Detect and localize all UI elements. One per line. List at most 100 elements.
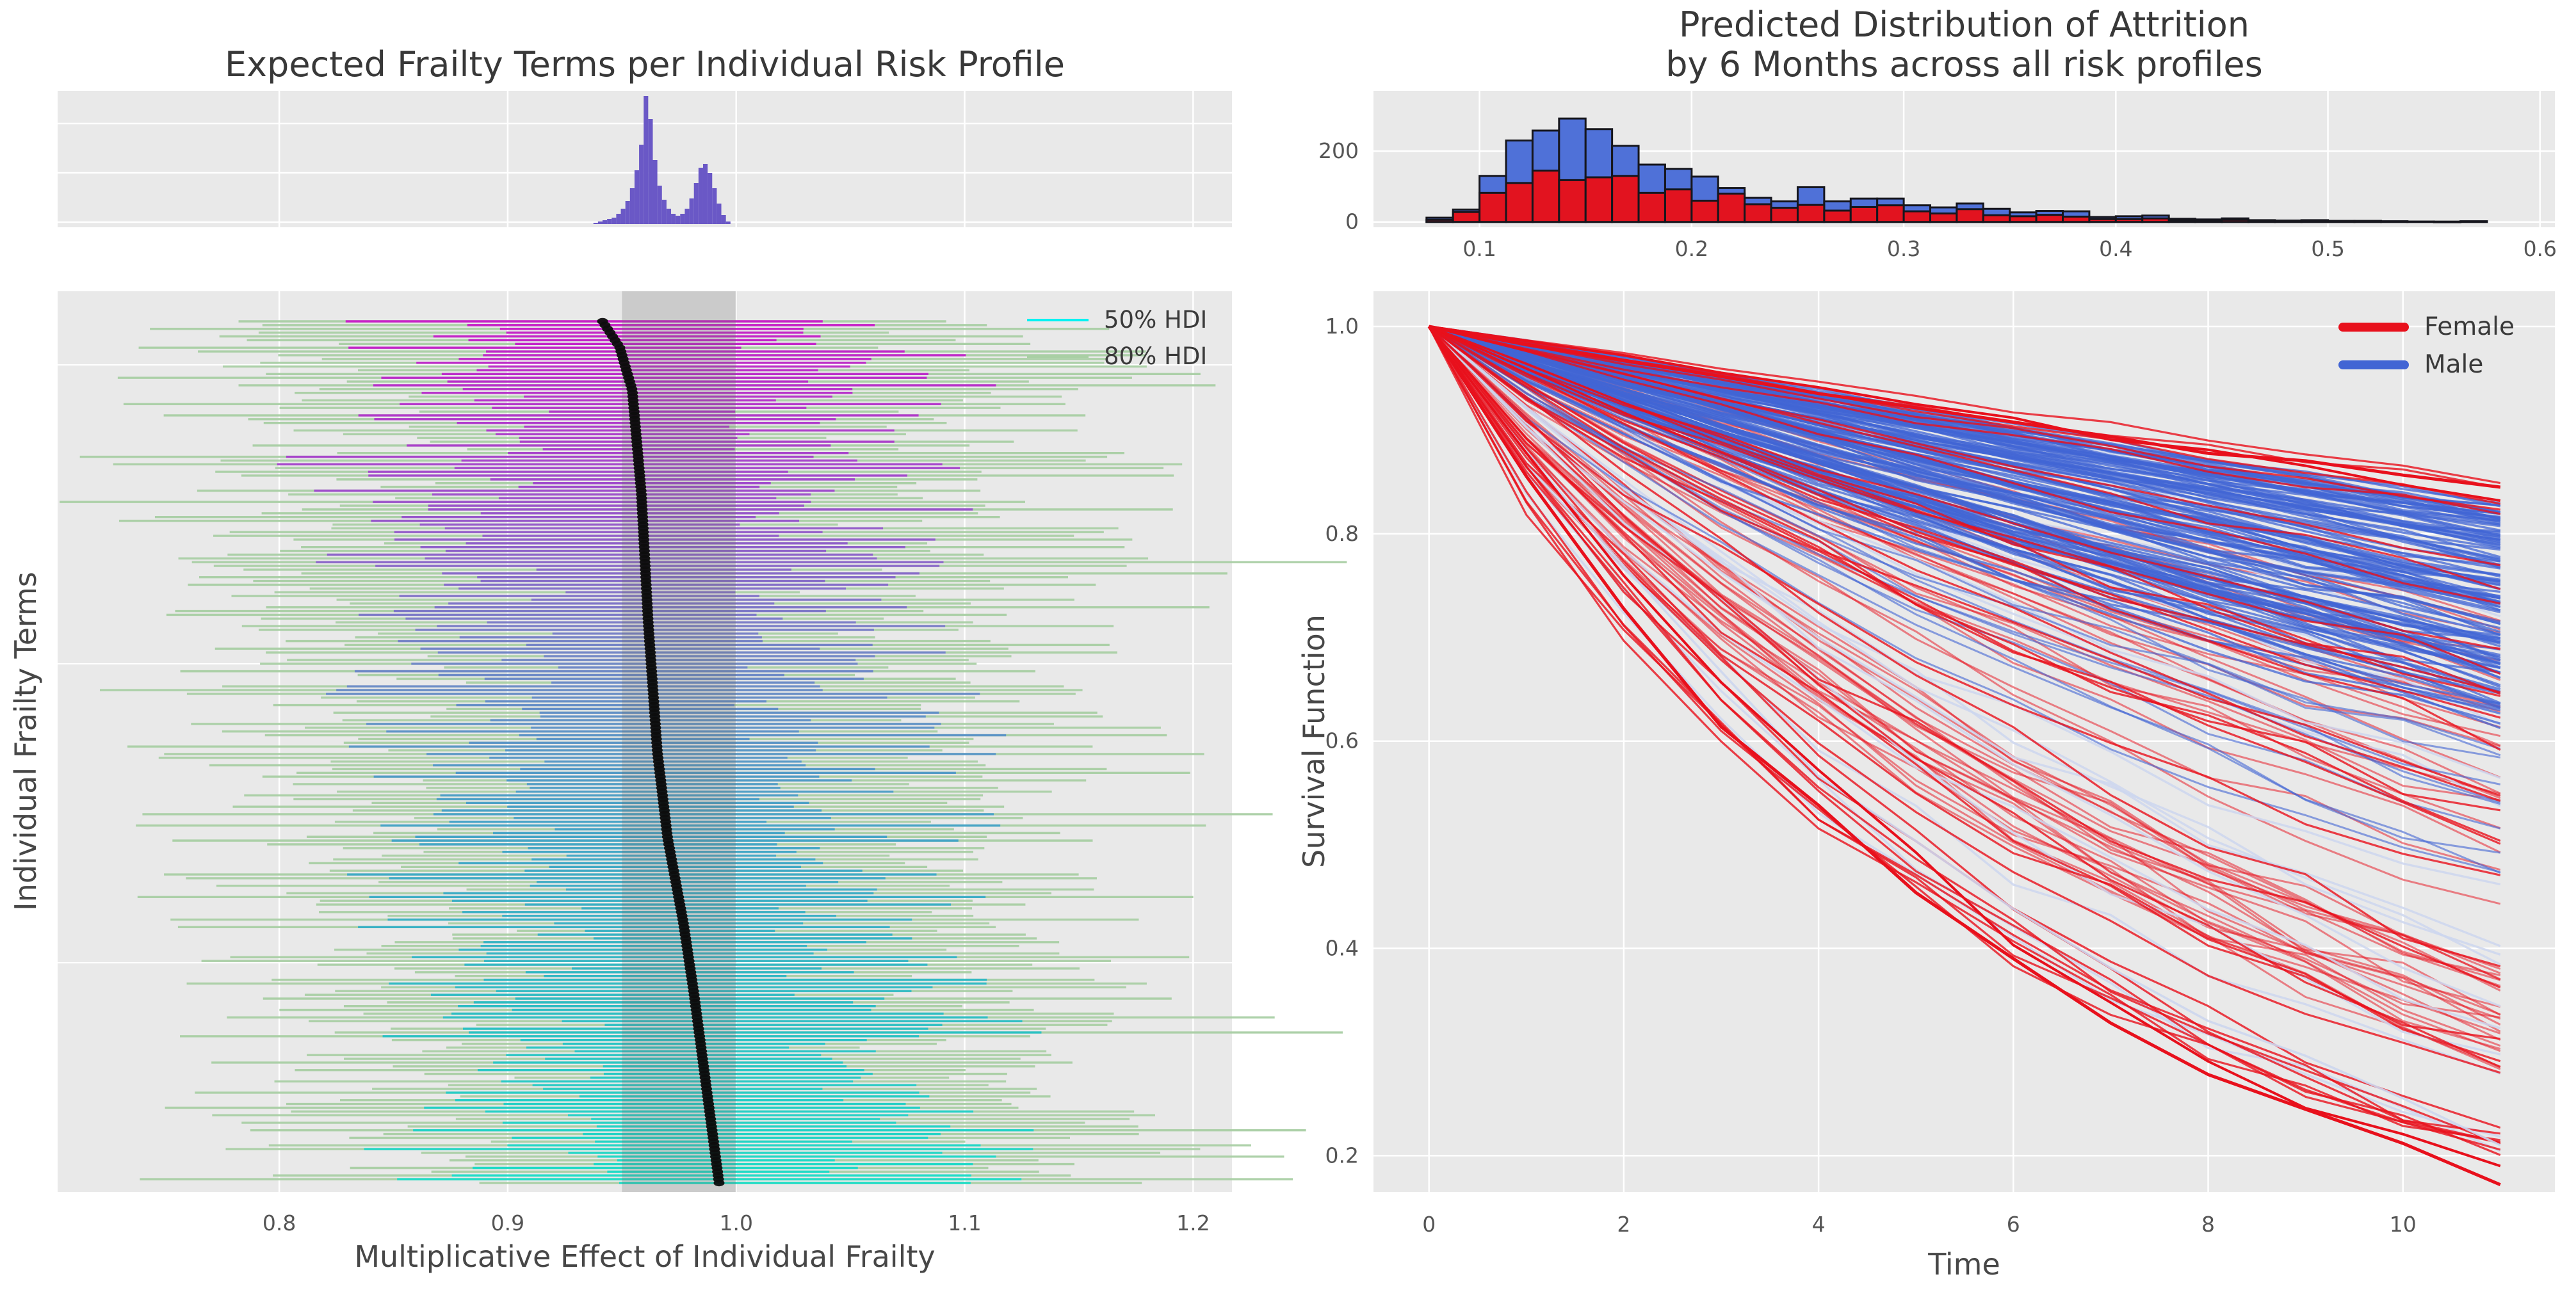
survival-curve-male <box>1429 325 2501 805</box>
attrition-hist-bar-female <box>2141 217 2170 223</box>
attrition-hist-bar-female <box>1902 210 1932 223</box>
hdi80-legend-label: 80% HDI <box>1104 342 1208 370</box>
marginal-hist-bar <box>652 160 658 224</box>
attrition-hist-bar-female <box>1849 205 1879 223</box>
survival-curve-male <box>1428 325 2501 750</box>
attrition-hist-bar-female <box>1717 192 1746 223</box>
survival-curve-female <box>1428 326 2501 1145</box>
marginal-hist-bar <box>620 209 626 224</box>
marginal-hist-bar <box>607 219 612 224</box>
attrition-hist-bar-female <box>2300 220 2329 223</box>
marginal-hist-bar <box>597 221 603 224</box>
survival-curve-female <box>1428 325 2501 694</box>
survival-curve-male <box>1429 325 2501 563</box>
left-chart-title: Expected Frailty Terms per Individual Ri… <box>224 44 1065 84</box>
attrition-hist-bar-female <box>2406 220 2435 223</box>
forest-panel-group <box>58 291 1347 1192</box>
survival-curve-female <box>1429 325 2501 719</box>
survival-curve-female <box>1428 326 2501 1018</box>
left-chart-ylabel: Individual Frailty Terms <box>8 572 43 911</box>
female-legend-line-icon <box>2338 322 2409 332</box>
marginal-hist-bar <box>708 173 713 224</box>
attrition-hist-bar-female <box>1478 191 1507 223</box>
survival-curve-male <box>1428 325 2501 854</box>
attrition-hist-bar-female <box>1744 203 1772 223</box>
marginal-hist-bar <box>702 164 708 224</box>
survival-curve-female <box>1429 325 2501 485</box>
x-tick-label: 0.2 <box>1675 236 1708 261</box>
attrition-hist-bar-female <box>2114 218 2144 223</box>
survival-curve-female <box>1428 325 2501 1020</box>
survival-curve-male <box>1428 325 2501 873</box>
attrition-hist-bar-female <box>1956 208 1984 223</box>
survival-curve-female <box>1429 325 2501 802</box>
survival-curve-female <box>1429 325 2501 590</box>
x-tick-label: 0.5 <box>2311 236 2344 261</box>
x-tick-label: 2 <box>1617 1212 1630 1237</box>
marginal-hist-bar <box>671 214 676 224</box>
x-tick-label: 0.4 <box>2099 236 2132 261</box>
survival-curve-male <box>1429 325 2501 576</box>
left-chart-xlabel: Multiplicative Effect of Individual Frai… <box>354 1239 936 1274</box>
left-marginal-hist-panel-group <box>58 91 1232 227</box>
marginal-hist-bar <box>676 216 681 224</box>
marginal-hist-bar <box>666 209 672 224</box>
x-tick-label: 0 <box>1422 1212 1436 1237</box>
hdi50-legend-line-icon <box>1027 318 1089 321</box>
x-tick-label: 8 <box>2201 1212 2215 1237</box>
survival-curve-pale <box>1428 325 2501 947</box>
male-legend-line-icon <box>2338 360 2409 369</box>
marginal-hist-bar <box>721 215 726 224</box>
survival-curve-female <box>1428 325 2501 989</box>
attrition-hist-bar-female <box>1664 188 1693 223</box>
marginal-hist-bar <box>657 186 662 224</box>
survival-boundary-curve <box>1428 325 2501 1146</box>
left-legend: 50% HDI 80% HDI <box>1027 306 1207 370</box>
x-tick-label: 1.0 <box>719 1211 752 1235</box>
right-chart-title: Predicted Distribution of Attrition by 6… <box>1373 5 2555 84</box>
survival-curve-male <box>1429 325 2501 597</box>
survival-curve-female <box>1428 325 2501 1068</box>
attrition-hist-bar-female <box>1584 176 1614 223</box>
right-chart-title-line2: by 6 Months across all risk profiles <box>1665 44 2263 84</box>
survival-boundary-curve <box>1428 325 2501 1168</box>
right-chart-title-line1: Predicted Distribution of Attrition <box>1678 4 2250 45</box>
attrition-hist-bar-female <box>2167 219 2197 223</box>
attrition-hist-panel-group <box>1373 91 2555 227</box>
survival-curve-male <box>1429 325 2501 561</box>
legend-row-female: Female <box>2338 312 2515 341</box>
x-tick-label: 1.2 <box>1176 1211 1210 1235</box>
attrition-hist-bar-female <box>2327 220 2356 223</box>
attrition-hist-bar-female <box>2274 220 2303 223</box>
survival-ylabel: Survival Function <box>1297 615 1331 868</box>
survival-curve-female <box>1429 325 2501 697</box>
marginal-hist-bar <box>661 200 667 224</box>
marginal-hist-bar <box>685 209 690 224</box>
marginal-hist-bar <box>725 221 731 224</box>
marginal-hist-bar <box>680 214 685 224</box>
y-tick-label: 0 <box>1345 209 1359 234</box>
attrition-hist-bar-female <box>1531 169 1560 223</box>
attrition-hist-bar-female <box>1796 204 1826 223</box>
y-tick-label: 0.8 <box>1325 521 1359 546</box>
survival-curve-pale <box>1428 325 2501 1056</box>
survival-curve-male <box>1428 325 2501 757</box>
attrition-hist-bar-female <box>1690 200 1719 223</box>
x-tick-label: 0.1 <box>1462 236 1496 261</box>
x-tick-label: 0.6 <box>2523 236 2557 261</box>
attrition-hist-bar-female <box>1505 182 1534 223</box>
survival-curve-male <box>1428 325 2501 712</box>
attrition-hist-bar-female <box>2353 220 2382 223</box>
attrition-hist-bar-female <box>1823 209 1852 223</box>
survival-curve-female <box>1428 326 2501 1141</box>
legend-row-male: Male <box>2338 350 2515 379</box>
attrition-hist-bar-female <box>1876 204 1905 223</box>
survival-curve-female <box>1428 325 2501 812</box>
x-tick-label: 1.1 <box>948 1211 981 1235</box>
survival-curve-male <box>1429 325 2501 661</box>
survival-curve-female <box>1429 325 2501 511</box>
attrition-hist-bar-female <box>1425 218 1454 223</box>
hdi50-legend-label: 50% HDI <box>1104 306 1208 334</box>
attrition-hist-bar-female <box>2088 218 2117 223</box>
survival-curve-female <box>1428 326 2501 1143</box>
